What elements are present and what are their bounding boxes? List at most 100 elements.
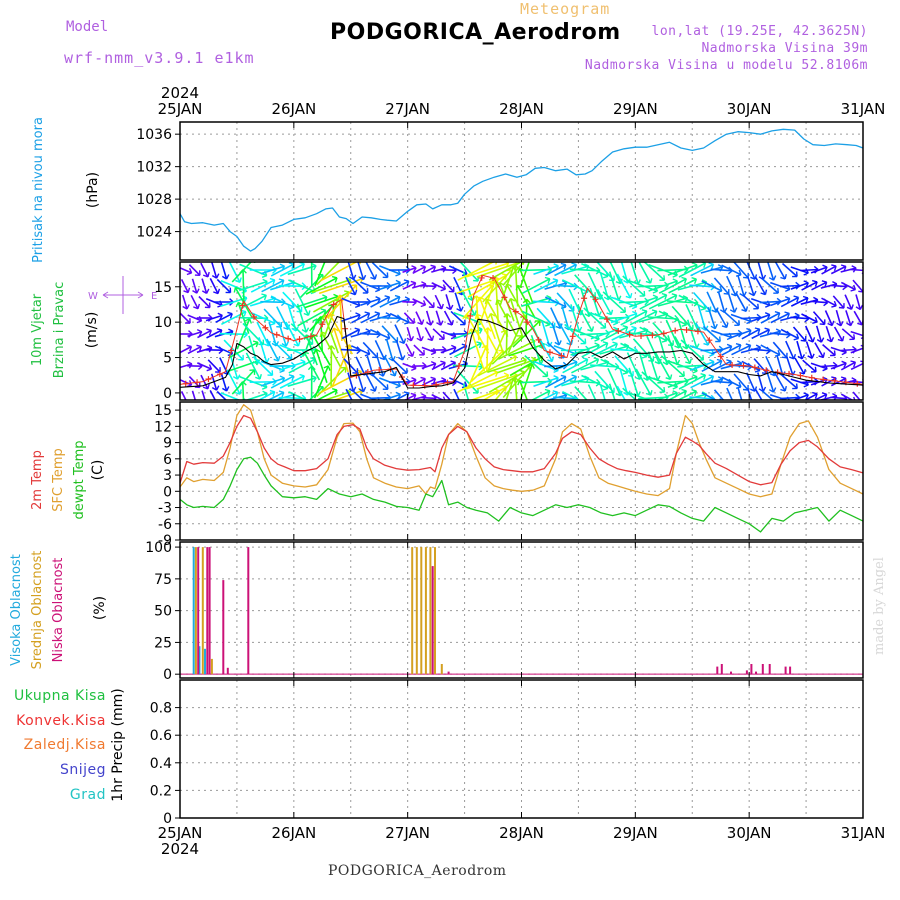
gust-marker: [615, 328, 622, 334]
wind-barb-head: [795, 393, 801, 398]
wind-barb-head: [750, 276, 756, 280]
wind-barb-head: [683, 371, 685, 377]
wind-barb-head: [626, 408, 631, 410]
wind-barb: [852, 391, 861, 400]
wind-barb: [811, 281, 828, 291]
wind-barb: [824, 310, 833, 326]
wind-barb: [800, 268, 819, 272]
wind-barb-head: [693, 390, 698, 397]
compass-e-label: E: [151, 291, 157, 302]
gust-marker: [501, 294, 508, 301]
wind-barb: [311, 278, 351, 294]
wind-barb-head: [700, 307, 706, 311]
y-tick-label: 12: [154, 419, 172, 435]
wind-barb: [840, 361, 856, 371]
precip-legend-item: Ukupna Kisa: [14, 688, 106, 704]
wind-barb-head: [842, 286, 848, 291]
wind-barb: [796, 340, 803, 360]
wind-barb-head: [412, 379, 417, 385]
wind-barb-head: [217, 312, 223, 317]
wind-barb: [502, 365, 531, 399]
wind-barb-head: [495, 371, 499, 377]
cloud-bar: [222, 580, 225, 675]
wind-barb-head: [531, 363, 535, 369]
wind-barb-head: [822, 352, 826, 358]
wind-barb: [497, 358, 537, 374]
wind-barb-head: [206, 328, 212, 332]
year-label-bottom: 2024: [161, 840, 199, 858]
wind-barb: [591, 342, 618, 358]
wind-barb: [442, 391, 452, 400]
wind-barb: [648, 280, 678, 292]
y-tick-label: 0.8: [150, 701, 172, 717]
wind-barb-head: [669, 374, 673, 380]
wind-barb-head: [643, 377, 648, 381]
wind-barb-head: [558, 340, 562, 346]
wind-barb-head: [467, 297, 473, 301]
wind-barb-head: [649, 278, 653, 284]
wind-barb-head: [205, 288, 210, 294]
gust-marker: [478, 274, 485, 281]
wind-barb-head: [726, 343, 732, 347]
wind-barb-head: [451, 344, 457, 349]
wind-barb-head: [762, 386, 767, 392]
wind-barb-head: [610, 309, 614, 315]
cloud-bar: [755, 671, 757, 675]
wind-barb: [570, 304, 581, 332]
wind-barb-head: [330, 345, 336, 350]
wind-barb-head: [277, 356, 281, 362]
wind-barb-head: [215, 385, 220, 391]
wind-barb: [733, 262, 749, 279]
wind-barb-head: [271, 342, 277, 347]
wind-barb-head: [441, 345, 447, 351]
wind-barb: [486, 327, 489, 373]
wind-barb: [266, 338, 280, 362]
wind-barb: [411, 283, 427, 289]
wind-barb-head: [421, 361, 427, 367]
wind-barb-head: [511, 377, 516, 382]
wind-barb-head: [578, 326, 583, 332]
wind-barb-head: [474, 310, 477, 316]
wind-barb-head: [545, 323, 551, 327]
wind-barb-head: [572, 359, 578, 363]
wind-barb-head: [850, 304, 854, 310]
wind-barb-head: [226, 386, 230, 392]
wind-barb-head: [846, 322, 852, 327]
mid-cloud-label: Srednja Oblacnost: [30, 551, 45, 670]
wind-barb: [790, 282, 809, 290]
panel-frame: [179, 121, 864, 261]
wind-barb: [855, 294, 862, 310]
wind-barb-head: [703, 342, 709, 346]
wind-barb-head: [364, 353, 370, 357]
wind-barb-head: [594, 342, 600, 346]
wind-barb-head: [708, 374, 714, 377]
wind-barb: [779, 396, 800, 400]
wind-barb-head: [851, 377, 857, 381]
wind-barb-head: [811, 353, 815, 359]
wind-barb-head: [692, 374, 698, 378]
wind-barb-head: [717, 376, 724, 380]
wind-barb: [638, 262, 652, 284]
wind-barb-head: [782, 371, 786, 377]
wind-barb-head: [643, 327, 649, 331]
cloud-bar: [768, 664, 771, 675]
wind-barb: [751, 313, 771, 323]
wind-barb-head: [820, 337, 825, 343]
wind-barb-head: [225, 274, 230, 280]
wind-barb-head: [193, 306, 199, 310]
wind-barb-head: [442, 396, 446, 400]
wind-barb: [833, 326, 844, 342]
wind-barb: [745, 372, 756, 392]
wind-barb: [840, 393, 854, 400]
wind-barb-head: [476, 313, 482, 317]
wind-barb: [220, 262, 228, 280]
wind-barb: [180, 391, 187, 400]
wind-barb: [668, 278, 697, 294]
wind-barb-head: [717, 403, 722, 404]
wind-barb-head: [776, 297, 782, 302]
wind-barb-head: [710, 376, 715, 382]
wind-barb-head: [399, 340, 405, 345]
wind-barb: [611, 327, 637, 341]
wind-barb: [476, 374, 518, 390]
wind-barb: [590, 328, 619, 340]
